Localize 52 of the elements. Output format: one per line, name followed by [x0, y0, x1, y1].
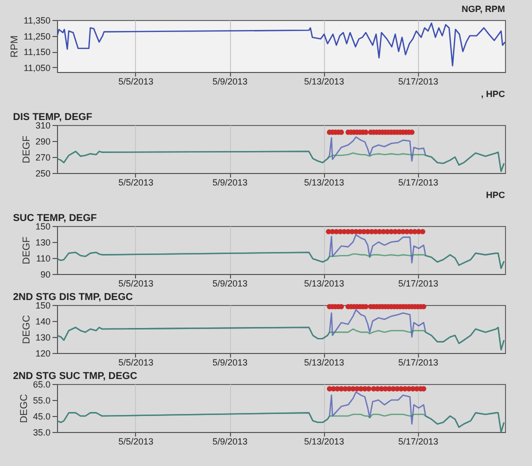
chart-subtitle: 2ND STG DIS TMP, DEGC: [13, 292, 133, 303]
x-tick-label: 5/5/2013: [118, 178, 154, 188]
y-tick-label: 11,050: [24, 62, 50, 73]
y-tick-label: 120: [35, 348, 50, 358]
x-tick-label: 5/13/2013: [304, 178, 344, 188]
y-tick-label: 290: [35, 136, 50, 146]
chart-title: HPC: [486, 190, 506, 200]
x-tick-label: 5/5/2013: [118, 358, 154, 368]
y-tick-label: 130: [35, 238, 50, 248]
y-tick-label: 55.0: [32, 396, 50, 406]
x-tick-label: 5/5/2013: [118, 436, 154, 446]
y-tick-label: 90: [40, 270, 50, 280]
x-tick-label: 5/9/2013: [212, 278, 248, 288]
y-axis-title: DEGC: [21, 315, 32, 344]
x-tick-label: 5/13/2013: [304, 278, 344, 288]
y-axis-title: DEGF: [21, 136, 32, 164]
y-axis-title: RPM: [10, 35, 21, 58]
y-tick-label: 150: [35, 300, 50, 310]
y-tick-label: 45.0: [32, 412, 50, 422]
y-tick-label: 150: [35, 222, 50, 232]
y-axis-title: DEGC: [18, 394, 30, 423]
x-tick-label: 5/9/2013: [212, 358, 248, 368]
x-tick-label: 5/9/2013: [212, 76, 248, 86]
x-tick-label: 5/17/2013: [398, 278, 438, 288]
x-tick-label: 5/5/2013: [118, 76, 154, 86]
y-tick-label: 35.0: [32, 428, 50, 438]
x-tick-label: 5/9/2013: [212, 178, 248, 188]
x-tick-label: 5/17/2013: [398, 76, 438, 86]
chart-title: , HPC: [480, 89, 506, 99]
y-tick-label: 270: [35, 152, 50, 162]
y-tick-label: 11,250: [24, 31, 50, 42]
x-tick-label: 5/13/2013: [304, 436, 344, 446]
chart-subtitle: SUC TEMP, DEGF: [13, 213, 97, 224]
y-tick-label: 250: [35, 168, 50, 178]
y-tick-label: 110: [36, 254, 50, 264]
x-tick-label: 5/13/2013: [304, 76, 344, 86]
chart-title: NGP, RPM: [462, 4, 505, 14]
y-axis-title: DEGF: [21, 236, 32, 264]
chart-subtitle: 2ND STG SUC TMP, DEGC: [13, 371, 138, 382]
y-tick-label: 310: [35, 120, 50, 130]
x-tick-label: 5/17/2013: [398, 358, 438, 368]
y-tick-label: 130: [35, 332, 50, 342]
x-tick-label: 5/17/2013: [398, 178, 438, 188]
x-tick-label: 5/9/2013: [212, 436, 248, 446]
x-tick-label: 5/17/2013: [398, 436, 438, 446]
y-tick-label: 11,350: [24, 16, 50, 26]
chart-subtitle: DIS TEMP, DEGF: [13, 112, 92, 123]
y-tick-label: 11,150: [24, 47, 50, 58]
x-tick-label: 5/5/2013: [118, 278, 154, 288]
y-tick-label: 140: [35, 316, 50, 326]
y-tick-label: 65.0: [32, 380, 50, 390]
x-tick-label: 5/13/2013: [304, 358, 344, 368]
